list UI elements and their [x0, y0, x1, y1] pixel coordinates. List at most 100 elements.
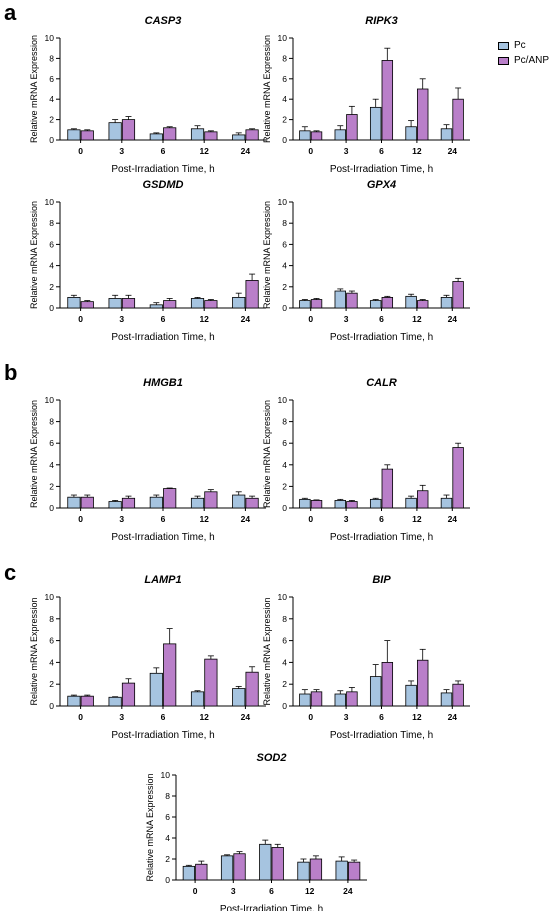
bar-pc	[67, 296, 81, 309]
x-tick-label: 0	[78, 314, 83, 324]
bar-pc	[369, 676, 382, 707]
x-tick-label: 12	[199, 314, 209, 324]
y-tick-label: 10	[278, 197, 288, 207]
x-tick-label: 3	[344, 514, 349, 524]
y-tick-label: 6	[49, 74, 54, 84]
y-tick-label: 8	[282, 218, 287, 228]
x-tick-label: 0	[308, 146, 313, 156]
legend: Pc Pc/ANP	[498, 38, 549, 68]
chart-title: SOD2	[257, 752, 287, 764]
y-tick-label: 2	[282, 481, 287, 491]
bar-pc	[405, 295, 417, 309]
bar-pc	[108, 122, 122, 141]
y-tick-label: 0	[282, 701, 287, 711]
x-axis-label: Post-Irradiation Time, h	[111, 332, 214, 343]
bar-pc	[108, 696, 122, 707]
bar-pc-anp	[346, 501, 358, 509]
x-tick-label: 24	[241, 146, 251, 156]
bar-pc-anp	[346, 691, 358, 707]
x-tick-label: 24	[448, 146, 458, 156]
chart-title: CASP3	[145, 15, 182, 27]
x-tick-label: 0	[308, 514, 313, 524]
bar-pc-anp	[245, 671, 259, 707]
bar-pc	[232, 296, 246, 309]
y-tick-label: 0	[282, 503, 287, 513]
bar-pc	[190, 128, 205, 141]
x-tick-label: 6	[161, 712, 166, 722]
legend-item-pc-anp: Pc/ANP	[498, 53, 549, 68]
y-tick-label: 4	[282, 657, 287, 667]
bar-pc	[334, 290, 347, 309]
bar-pc-anp	[163, 300, 177, 309]
bar-pc	[369, 498, 382, 509]
y-tick-label: 0	[165, 875, 170, 885]
legend-swatch-pc-anp	[498, 56, 509, 65]
y-tick-label: 10	[45, 592, 55, 602]
y-tick-label: 8	[49, 614, 54, 624]
y-tick-label: 8	[282, 417, 287, 427]
y-tick-label: 2	[282, 282, 287, 292]
y-tick-label: 4	[49, 657, 54, 667]
bar-pc	[190, 298, 205, 309]
x-tick-label: 6	[161, 146, 166, 156]
bar-pc-anp	[121, 298, 136, 309]
bar-pc-anp	[381, 60, 394, 141]
y-tick-label: 4	[282, 460, 287, 470]
bar-pc-anp	[381, 468, 394, 509]
y-tick-label: 10	[278, 33, 288, 43]
bar-pc-anp	[452, 447, 464, 509]
x-tick-label: 12	[305, 886, 315, 896]
y-tick-label: 0	[49, 303, 54, 313]
x-tick-label: 3	[231, 886, 236, 896]
y-tick-label: 2	[49, 481, 54, 491]
y-tick-label: 6	[165, 812, 170, 822]
legend-swatch-pc	[498, 41, 509, 50]
x-tick-label: 6	[379, 146, 384, 156]
bar-pc-anp	[310, 500, 323, 509]
y-tick-label: 6	[282, 438, 287, 448]
x-tick-label: 12	[412, 314, 422, 324]
y-tick-label: 6	[282, 74, 287, 84]
bar-pc-anp	[233, 853, 246, 881]
legend-label-pc-anp: Pc/ANP	[514, 55, 550, 66]
x-axis-label: Post-Irradiation Time, h	[330, 164, 433, 175]
legend-item-pc: Pc	[498, 38, 549, 53]
y-tick-label: 2	[49, 282, 54, 292]
y-tick-label: 2	[165, 854, 170, 864]
y-tick-label: 8	[282, 53, 287, 63]
bar-pc-anp	[416, 88, 429, 141]
bar-pc-anp	[452, 98, 464, 141]
bar-pc-anp	[163, 643, 177, 707]
bar-pc-anp	[381, 296, 394, 309]
x-tick-label: 12	[412, 146, 422, 156]
panel-label-c: c	[4, 560, 17, 585]
y-axis-label: Relative mRNA Expression	[262, 201, 272, 309]
bar-pc	[440, 296, 453, 309]
bar-pc	[369, 106, 382, 141]
bar-pc	[67, 496, 81, 509]
y-tick-label: 4	[49, 94, 54, 104]
chart-title: RIPK3	[365, 15, 397, 27]
y-tick-label: 10	[45, 33, 55, 43]
bar-pc	[190, 497, 205, 509]
y-axis-label: Relative mRNA Expression	[29, 400, 39, 508]
x-tick-label: 0	[193, 886, 198, 896]
bar-pc-anp	[80, 301, 94, 309]
y-tick-label: 10	[278, 592, 288, 602]
x-axis-label: Post-Irradiation Time, h	[111, 164, 214, 175]
y-tick-label: 4	[165, 833, 170, 843]
bar-pc	[335, 860, 348, 881]
bar-pc-anp	[310, 299, 323, 309]
x-tick-label: 6	[379, 712, 384, 722]
bar-pc	[220, 855, 234, 881]
bar-pc	[440, 692, 453, 707]
x-tick-label: 6	[269, 886, 274, 896]
x-tick-label: 0	[308, 712, 313, 722]
bar-pc-anp	[346, 114, 358, 141]
